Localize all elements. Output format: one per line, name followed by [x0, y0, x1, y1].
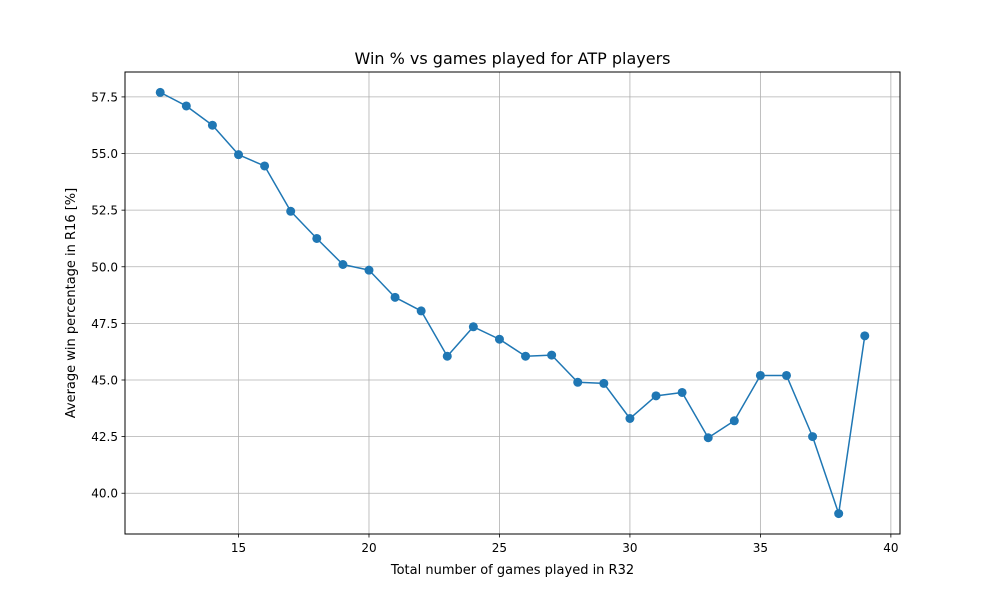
y-tick-label: 42.5 [91, 430, 118, 444]
data-point [677, 387, 687, 397]
data-markers [155, 87, 870, 519]
y-tick-label: 47.5 [91, 317, 118, 331]
series-line [159, 91, 866, 515]
data-point [729, 416, 739, 426]
x-tick-label: 15 [231, 541, 246, 555]
data-point [155, 87, 165, 97]
data-point [416, 306, 426, 316]
y-tick-label: 50.0 [91, 260, 118, 274]
y-tick-label: 55.0 [91, 147, 118, 161]
chart-title: Win % vs games played for ATP players [354, 49, 670, 68]
data-point [468, 322, 478, 332]
y-tick-label: 57.5 [91, 90, 118, 104]
series-line-layer [159, 91, 866, 515]
data-point [442, 351, 452, 361]
y-tick-label: 45.0 [91, 374, 118, 388]
y-tick-label: 52.5 [91, 204, 118, 218]
data-point [312, 233, 322, 243]
data-point [834, 509, 844, 519]
x-tick-label: 40 [883, 541, 898, 555]
data-point [808, 432, 818, 442]
data-point [860, 331, 870, 341]
data-point [651, 391, 661, 401]
data-point [207, 120, 217, 130]
data-point [703, 433, 713, 443]
x-tick-label: 30 [622, 541, 637, 555]
x-tick-label: 25 [492, 541, 507, 555]
x-tick-label: 35 [753, 541, 768, 555]
data-point [494, 334, 504, 344]
data-point [521, 351, 531, 361]
data-point [755, 370, 765, 380]
y-axis-label: Average win percentage in R16 [%] [64, 188, 79, 418]
data-point [338, 260, 348, 269]
data-point [286, 206, 296, 216]
data-point [625, 414, 635, 423]
data-point [364, 265, 374, 275]
data-point [181, 101, 191, 111]
data-point [390, 292, 400, 302]
data-point [781, 370, 791, 380]
data-point [547, 350, 557, 360]
grid-lines [125, 72, 900, 534]
x-axis-label: Total number of games played in R32 [390, 563, 634, 578]
data-point [234, 150, 244, 160]
data-point [599, 378, 609, 388]
data-point [573, 377, 583, 387]
axis-ticks: 15 20 25 30 35 40 40.0 42.5 45.0 47.5 50.0 52.5 55.0… [91, 90, 898, 555]
data-point [260, 161, 270, 171]
y-tick-label: 40.0 [91, 487, 118, 501]
plot-area-frame [124, 71, 901, 535]
x-tick-label: 20 [361, 541, 376, 555]
